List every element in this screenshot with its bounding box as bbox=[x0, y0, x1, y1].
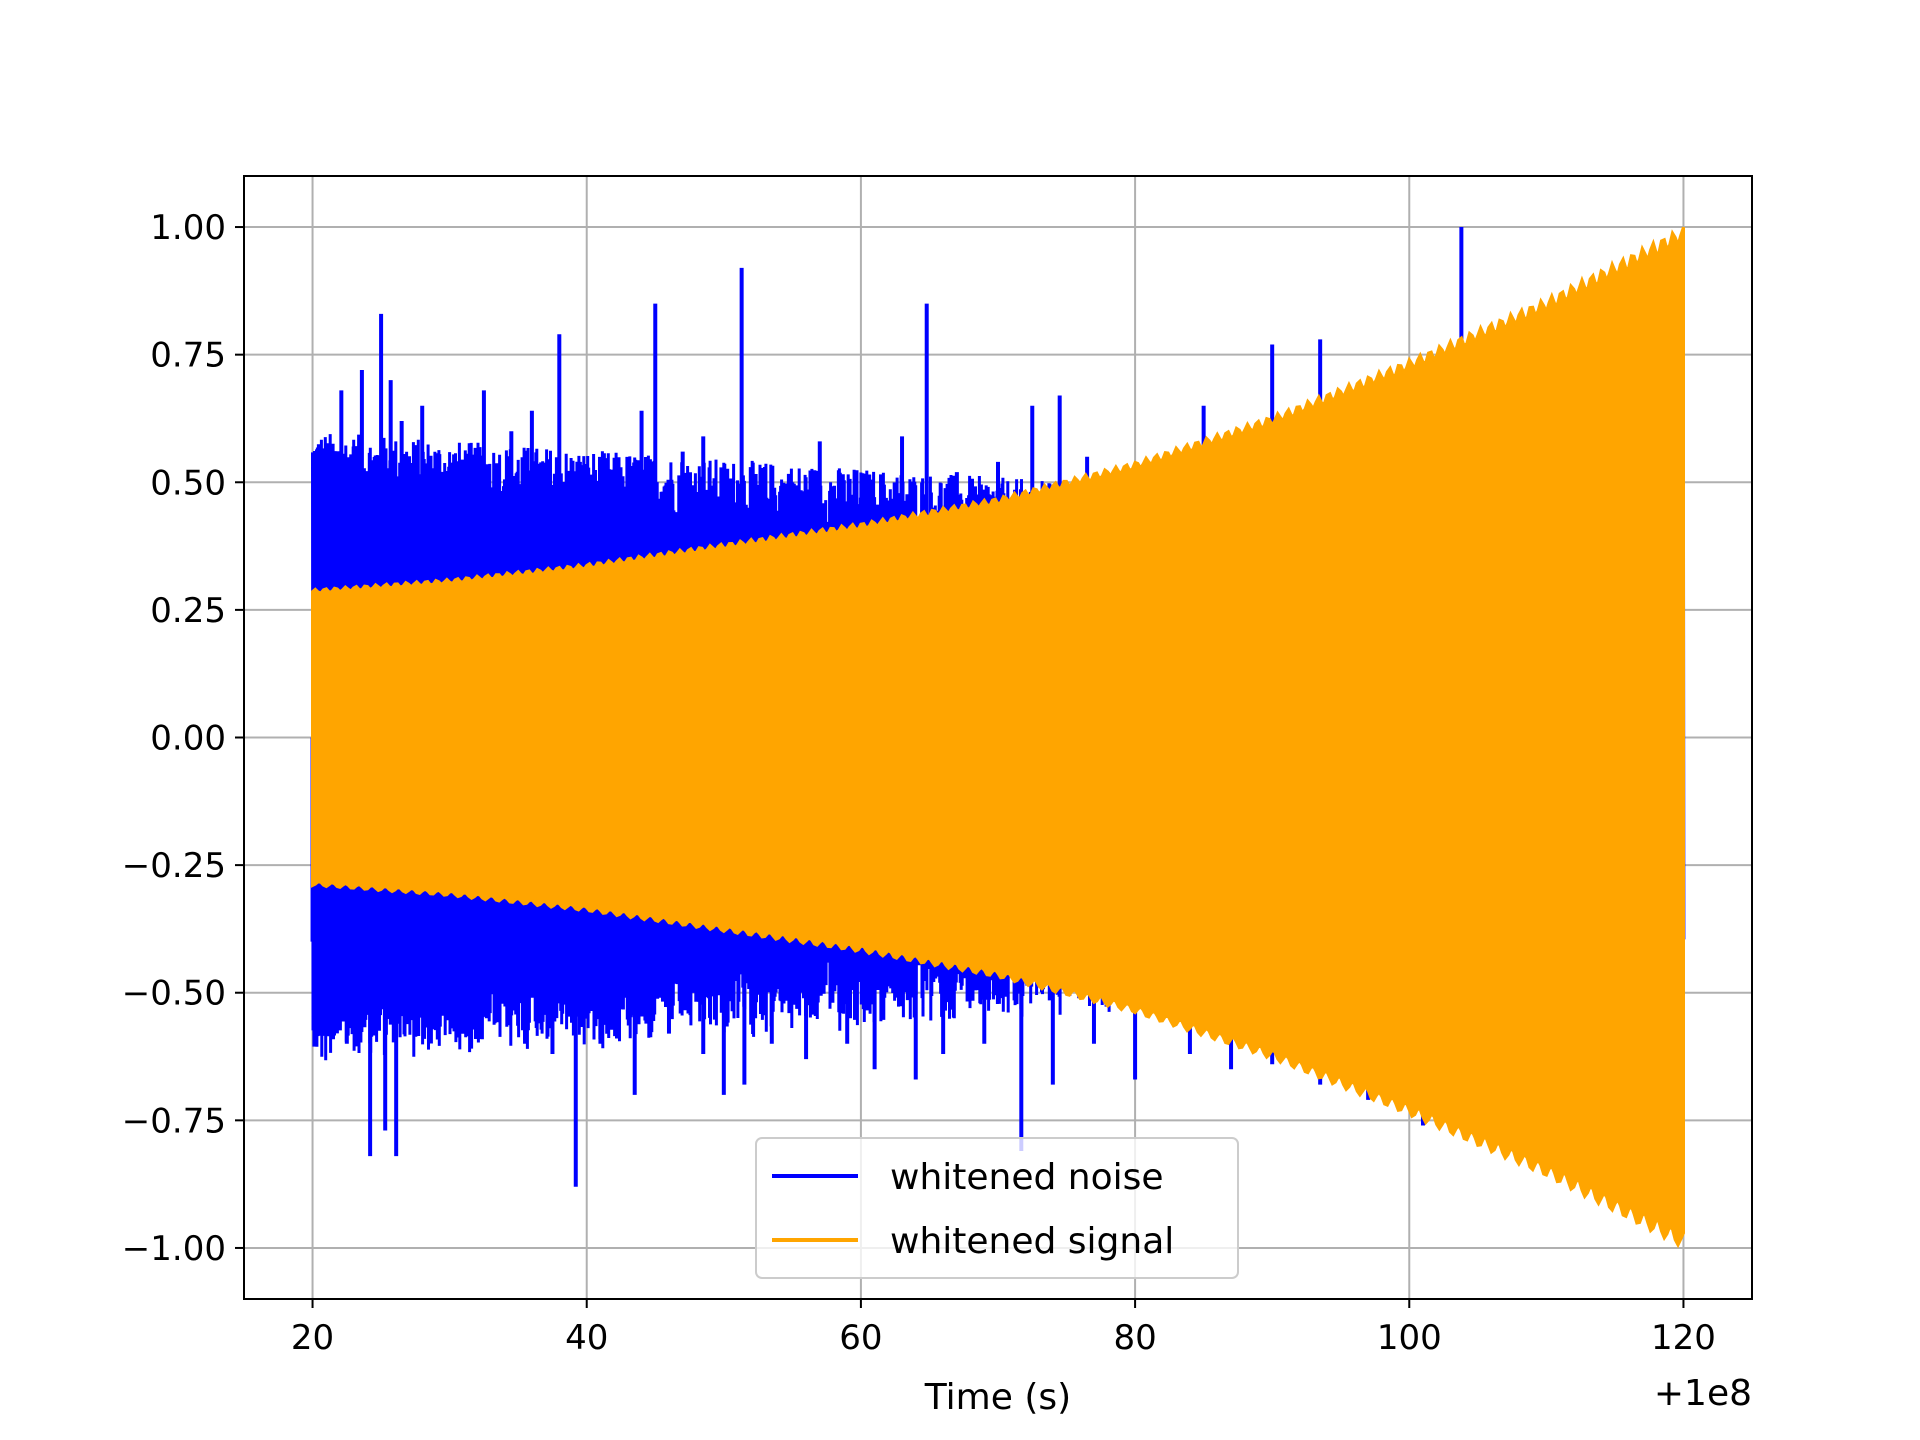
x-axis-offset-label: +1e8 bbox=[1654, 1373, 1752, 1414]
x-axis-ticks: 20 40 60 80 100 120 bbox=[291, 1299, 1716, 1358]
y-tick-label: 0.75 bbox=[150, 336, 226, 376]
y-axis-ticks: 1.00 0.75 0.50 0.25 0.00 −0.25 −0.50 −0.75 −1.00 bbox=[122, 208, 244, 1269]
y-tick-label: −0.25 bbox=[122, 846, 226, 886]
y-tick-label: −1.00 bbox=[122, 1229, 226, 1269]
x-tick-label: 40 bbox=[565, 1318, 608, 1358]
y-tick-label: 0.25 bbox=[150, 591, 226, 631]
signal-envelope bbox=[311, 226, 1685, 1249]
y-tick-label: 1.00 bbox=[150, 208, 226, 248]
y-tick-label: −0.75 bbox=[122, 1101, 226, 1141]
legend: whitened noise whitened signal bbox=[755, 1137, 1239, 1279]
series-whitened-signal bbox=[311, 226, 1685, 1249]
x-tick-label: 60 bbox=[839, 1318, 882, 1358]
legend-label-whitened-noise: whitened noise bbox=[890, 1157, 1164, 1198]
y-tick-label: −0.50 bbox=[122, 974, 226, 1014]
legend-label-whitened-signal: whitened signal bbox=[890, 1221, 1174, 1262]
x-tick-label: 100 bbox=[1377, 1318, 1442, 1358]
x-axis-label: Time (s) bbox=[924, 1377, 1071, 1418]
plot-area bbox=[310, 226, 1686, 1249]
y-tick-label: 0.50 bbox=[150, 463, 226, 503]
y-tick-label: 0.00 bbox=[150, 719, 226, 759]
x-tick-label: 120 bbox=[1651, 1318, 1716, 1358]
legend-box bbox=[755, 1137, 1239, 1279]
x-tick-label: 80 bbox=[1113, 1318, 1156, 1358]
x-tick-label: 20 bbox=[291, 1318, 334, 1358]
